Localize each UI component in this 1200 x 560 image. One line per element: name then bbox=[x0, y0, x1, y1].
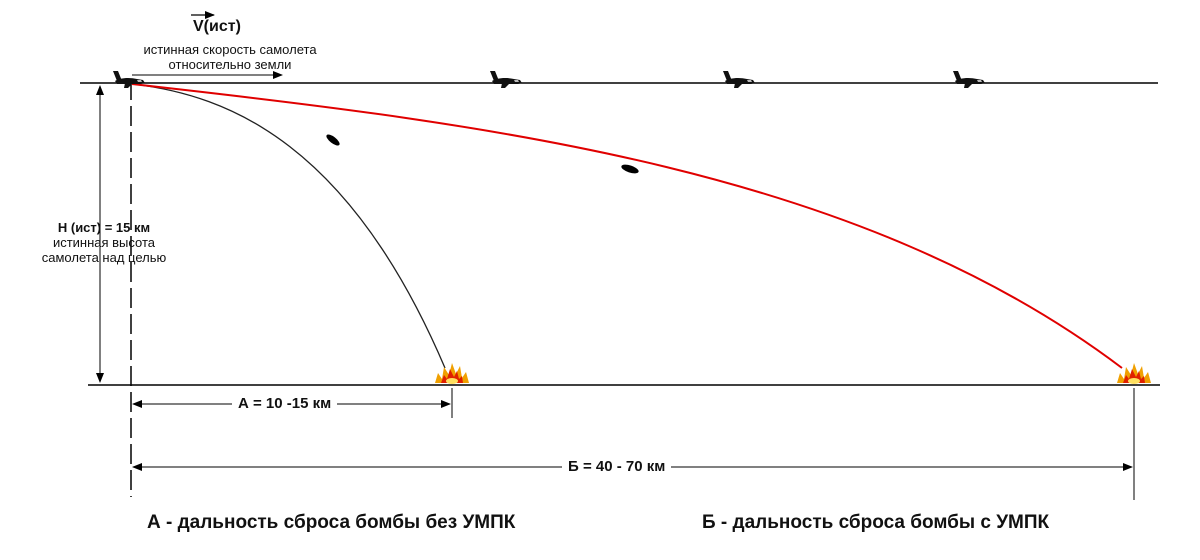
velocity-line-2: относительно земли bbox=[168, 57, 292, 72]
velocity-symbol: V(ист) bbox=[193, 18, 241, 35]
airplane-icon bbox=[723, 71, 755, 88]
trajectory-with-umpk bbox=[131, 83, 1123, 369]
height-label: Н (ист) = 15 км истинная высота самолета… bbox=[34, 220, 174, 265]
explosion-icon bbox=[1117, 363, 1151, 384]
distance-a-label: А = 10 -15 км bbox=[232, 395, 338, 412]
caption-a: А - дальность сброса бомбы без УМПК bbox=[147, 512, 516, 533]
airplane-icon bbox=[490, 71, 522, 88]
height-line-2: самолета над целью bbox=[41, 250, 167, 265]
explosion-icon bbox=[435, 363, 469, 384]
distance-b-label: Б = 40 - 70 км bbox=[562, 458, 672, 475]
trajectory-without-umpk bbox=[131, 83, 446, 369]
height-title: Н (ист) = 15 км bbox=[57, 220, 151, 235]
height-line-1: истинная высота bbox=[52, 235, 156, 250]
velocity-description: истинная скорость самолета относительно … bbox=[130, 42, 330, 72]
velocity-line-1: истинная скорость самолета bbox=[143, 42, 317, 57]
caption-b: Б - дальность сброса бомбы с УМПК bbox=[702, 512, 1050, 533]
bomb-icon bbox=[621, 164, 639, 174]
airplane-icon bbox=[953, 71, 985, 88]
bomb-icon bbox=[326, 134, 340, 146]
